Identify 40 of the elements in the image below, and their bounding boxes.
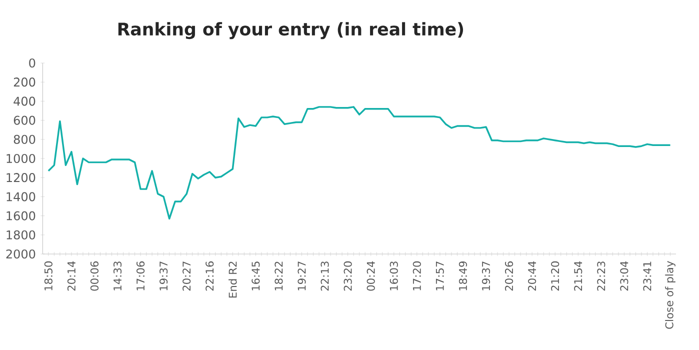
y-tick-label: 1400 (6, 192, 36, 202)
x-tick-label: 23:41 (643, 262, 652, 291)
y-tick-label: 1200 (6, 173, 36, 182)
y-tick-label: 1800 (6, 230, 36, 240)
x-tick-label: 18:22 (274, 262, 283, 290)
chart-title: Ranking of your entry (in real time) (118, 22, 464, 40)
x-tick-label: 17:06 (136, 261, 145, 290)
x-tick-label: 21:54 (574, 261, 582, 291)
y-tick-label: 2000 (6, 249, 36, 259)
y-tick-label: 1000 (6, 154, 36, 164)
x-tick-label: 19:27 (298, 262, 306, 290)
x-tick-label: 17:57 (436, 262, 444, 290)
y-tick-label: 800 (14, 134, 36, 144)
x-tick-label: 23:04 (620, 261, 628, 291)
y-tick-label: 400 (14, 96, 36, 106)
x-tick-label: 19:37 (160, 262, 168, 290)
x-tick-label: End R2 (228, 262, 237, 298)
x-tick-label: 20:27 (182, 262, 191, 291)
x-tick-label: 22:13 (320, 262, 329, 291)
x-tick-label: 18:50 (44, 261, 52, 290)
x-tick-label: 16:03 (390, 262, 398, 290)
x-tick-label: 16:45 (252, 262, 260, 290)
x-tick-label: 21:20 (551, 261, 560, 291)
x-tick-label: 00:06 (90, 261, 99, 291)
x-tick-label: Close of play (665, 261, 676, 329)
x-tick-label: 00:24 (366, 261, 375, 291)
x-tick-label: 19:37 (482, 262, 490, 290)
x-tick-label: 18:49 (458, 261, 468, 290)
y-tick-label: 1600 (6, 211, 36, 220)
x-tick-label: 17:20 (412, 261, 421, 290)
y-tick-label: 600 (14, 116, 36, 125)
x-tick-label: 20:14 (67, 261, 76, 291)
x-tick-label: 20:26 (504, 261, 514, 291)
x-tick-label: 22:23 (597, 262, 606, 291)
y-tick-label: 0 (29, 58, 36, 68)
x-tick-label: 22:16 (206, 261, 214, 291)
x-tick-label: 14:33 (113, 262, 122, 290)
x-tick-label: 20:44 (528, 261, 536, 291)
y-tick-label: 200 (14, 78, 36, 87)
x-tick-label: 23:20 (344, 261, 352, 291)
